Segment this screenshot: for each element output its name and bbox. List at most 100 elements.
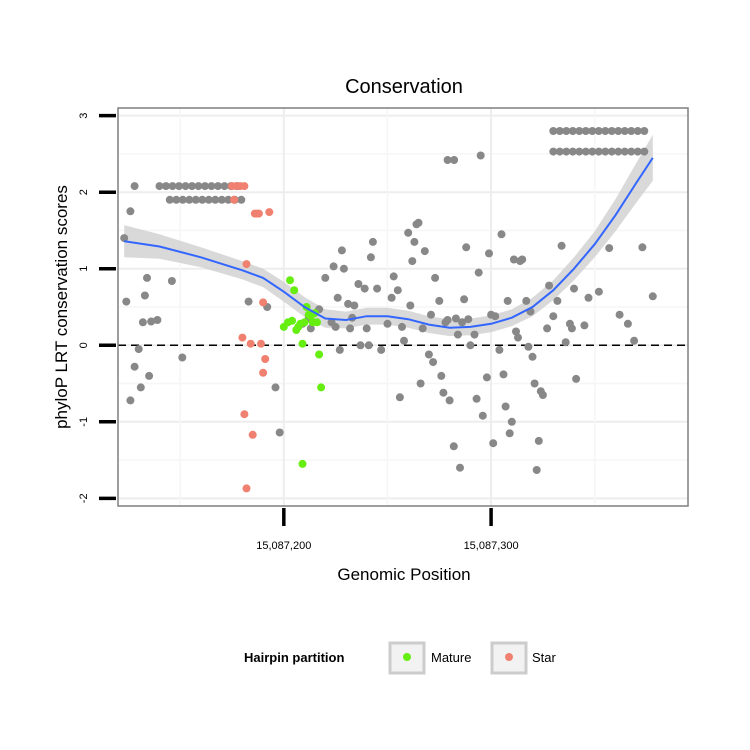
point-mature (286, 276, 294, 285)
point-other (501, 402, 510, 411)
point-star (261, 355, 270, 363)
point-other (220, 182, 229, 191)
point-other (456, 463, 464, 472)
point-other (575, 147, 584, 156)
point-other (512, 327, 520, 336)
point-other (472, 394, 481, 403)
point-other (437, 371, 446, 380)
point-other (607, 147, 616, 156)
point-other (557, 241, 566, 250)
point-other (562, 127, 571, 135)
point-other (122, 297, 131, 306)
point-other (534, 436, 543, 445)
point-other (570, 284, 578, 293)
point-other (474, 268, 483, 277)
point-other (168, 182, 177, 191)
point-other (188, 182, 196, 191)
point-other (211, 195, 220, 204)
point-other (275, 428, 284, 437)
point-other (410, 237, 419, 246)
point-other (538, 391, 547, 399)
point-other (605, 244, 614, 253)
point-other (368, 237, 377, 246)
point-other (306, 324, 315, 333)
point-other (271, 383, 280, 392)
point-star (242, 260, 251, 269)
point-other (568, 127, 577, 135)
point-other (451, 314, 460, 323)
point-mature (317, 383, 326, 392)
point-other (518, 255, 527, 264)
point-other (623, 319, 632, 328)
point-other (464, 315, 473, 324)
point-other (389, 272, 398, 281)
point-other (414, 218, 423, 227)
point-other (147, 317, 156, 326)
point-other (588, 127, 597, 135)
point-other (499, 370, 508, 379)
point-other (435, 296, 444, 305)
point-other (601, 147, 610, 156)
point-other (466, 341, 475, 350)
point-other (366, 253, 375, 262)
point-other (244, 297, 253, 306)
y-tick-label: -1 (78, 417, 90, 427)
point-other (620, 147, 629, 156)
point-other (562, 147, 571, 156)
point-mature (288, 316, 297, 325)
point-other (404, 228, 413, 237)
point-other (335, 345, 344, 354)
point-other (126, 207, 135, 216)
plot-border (117, 107, 689, 507)
point-other (532, 466, 541, 474)
point-other (175, 182, 183, 191)
point-other (450, 156, 459, 164)
point-star (248, 430, 257, 439)
point-other (420, 247, 429, 256)
point-other (607, 127, 616, 135)
legend-swatch-mature (403, 653, 411, 661)
point-other (495, 345, 504, 354)
y-axis: -2 -1 0 1 2 3 (78, 113, 116, 503)
point-other (346, 324, 355, 333)
x-axis-title: Genomic Position (337, 565, 470, 584)
point-other (393, 286, 402, 295)
point-other (476, 151, 485, 160)
point-other (155, 182, 164, 191)
point-other (638, 243, 647, 252)
point-other (640, 147, 649, 156)
point-other (185, 195, 194, 204)
point-other (387, 293, 396, 302)
point-other (178, 195, 187, 204)
point-other (364, 341, 373, 350)
x-tick-label: 15,087,300 (464, 540, 519, 552)
point-other (354, 280, 363, 288)
point-other (478, 411, 487, 420)
point-star (257, 339, 265, 348)
point-other (543, 324, 552, 333)
point-other (439, 388, 448, 397)
point-other (431, 273, 440, 282)
plot-panel (117, 107, 689, 507)
y-tick-label: 1 (78, 266, 90, 272)
point-other (167, 277, 176, 285)
y-tick-label: -2 (78, 493, 90, 503)
point-star (240, 182, 249, 191)
point-star (259, 298, 268, 307)
point-other (126, 396, 135, 405)
point-other (408, 257, 417, 266)
point-other (333, 293, 342, 302)
legend-label-star: Star (532, 650, 557, 665)
point-other (507, 417, 516, 426)
point-other (395, 393, 404, 402)
point-other (497, 230, 506, 239)
point-other (470, 330, 479, 339)
point-other (344, 299, 353, 308)
point-other (214, 182, 222, 191)
point-other (648, 292, 657, 301)
point-other (191, 195, 200, 204)
point-other (207, 182, 216, 191)
point-other (505, 429, 514, 438)
point-other (337, 246, 346, 255)
point-other (204, 195, 213, 204)
